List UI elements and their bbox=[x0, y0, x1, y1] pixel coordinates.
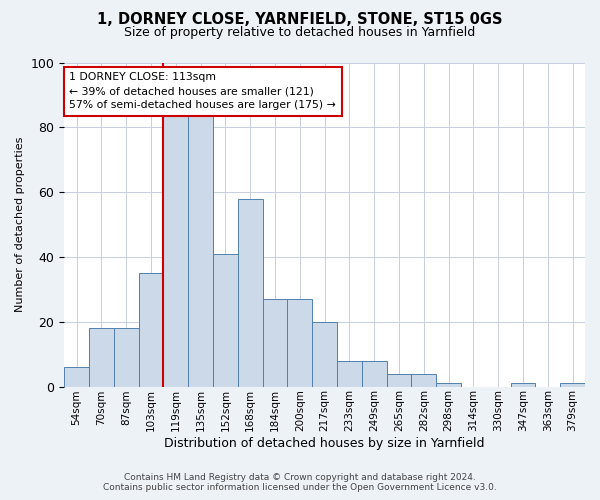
Bar bbox=[238, 198, 263, 386]
Text: 1 DORNEY CLOSE: 113sqm
← 39% of detached houses are smaller (121)
57% of semi-de: 1 DORNEY CLOSE: 113sqm ← 39% of detached… bbox=[70, 72, 336, 110]
Bar bbox=[188, 114, 213, 386]
X-axis label: Distribution of detached houses by size in Yarnfield: Distribution of detached houses by size … bbox=[164, 437, 485, 450]
Bar bbox=[362, 360, 386, 386]
Bar bbox=[64, 367, 89, 386]
Bar bbox=[560, 384, 585, 386]
Bar bbox=[511, 384, 535, 386]
Bar bbox=[287, 299, 312, 386]
Bar bbox=[163, 114, 188, 386]
Y-axis label: Number of detached properties: Number of detached properties bbox=[15, 137, 25, 312]
Bar bbox=[337, 360, 362, 386]
Bar bbox=[412, 374, 436, 386]
Text: 1, DORNEY CLOSE, YARNFIELD, STONE, ST15 0GS: 1, DORNEY CLOSE, YARNFIELD, STONE, ST15 … bbox=[97, 12, 503, 26]
Text: Contains HM Land Registry data © Crown copyright and database right 2024.
Contai: Contains HM Land Registry data © Crown c… bbox=[103, 473, 497, 492]
Bar bbox=[139, 273, 163, 386]
Bar bbox=[213, 254, 238, 386]
Bar bbox=[312, 322, 337, 386]
Text: Size of property relative to detached houses in Yarnfield: Size of property relative to detached ho… bbox=[124, 26, 476, 39]
Bar bbox=[114, 328, 139, 386]
Bar bbox=[89, 328, 114, 386]
Bar bbox=[386, 374, 412, 386]
Bar bbox=[263, 299, 287, 386]
Bar bbox=[436, 384, 461, 386]
